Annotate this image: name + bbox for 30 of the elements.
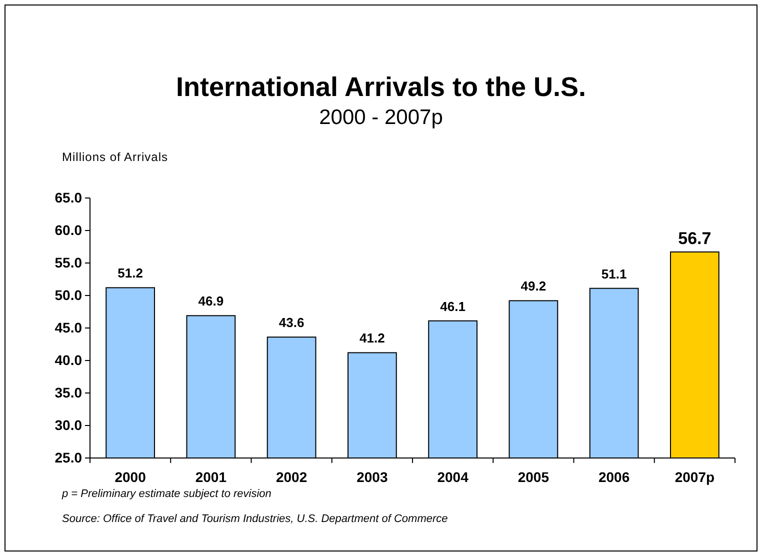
- source-note: Source: Office of Travel and Tourism Industries, U.S. Department of Commerce: [62, 513, 448, 525]
- x-tick-label: 2000: [114, 468, 146, 485]
- x-tick-label: 2003: [356, 468, 388, 485]
- data-label: 43.6: [278, 315, 304, 330]
- data-label: 46.9: [198, 294, 224, 309]
- chart-title: International Arrivals to the U.S.: [176, 72, 586, 102]
- text: p = Preliminary estimate subject to revision: [61, 488, 272, 500]
- data-label: 49.2: [520, 278, 546, 294]
- data-label: 51.2: [118, 266, 143, 281]
- y-tick-label: 60.0: [54, 222, 82, 238]
- y-tick-label: 50.0: [54, 286, 82, 303]
- y-tick-label: 40.0: [54, 352, 82, 368]
- x-tick-label: 2004: [437, 468, 469, 485]
- x-tick-label: 2002: [276, 468, 308, 485]
- y-tick-label: 65.0: [54, 189, 82, 206]
- y-tick-label: 55.0: [54, 254, 82, 270]
- data-label: 41.2: [360, 330, 385, 346]
- y-tick-label: 25.0: [54, 449, 82, 466]
- chart-subtitle: 2000 - 2007p: [319, 106, 443, 129]
- data-label: 51.1: [601, 266, 627, 282]
- data-label: 46.1: [440, 298, 466, 314]
- x-tick-label: 2006: [598, 468, 630, 485]
- y-tick-label: 30.0: [54, 416, 82, 433]
- x-tick-label: 2005: [518, 468, 550, 485]
- y-tick-label: 45.0: [54, 319, 82, 336]
- data-label: 56.7: [678, 228, 712, 248]
- x-tick-label: 2001: [195, 468, 227, 485]
- x-tick-label: 2007p: [674, 468, 715, 485]
- y-axis-title: Millions of Arrivals: [62, 150, 168, 164]
- y-tick-label: 35.0: [54, 384, 82, 400]
